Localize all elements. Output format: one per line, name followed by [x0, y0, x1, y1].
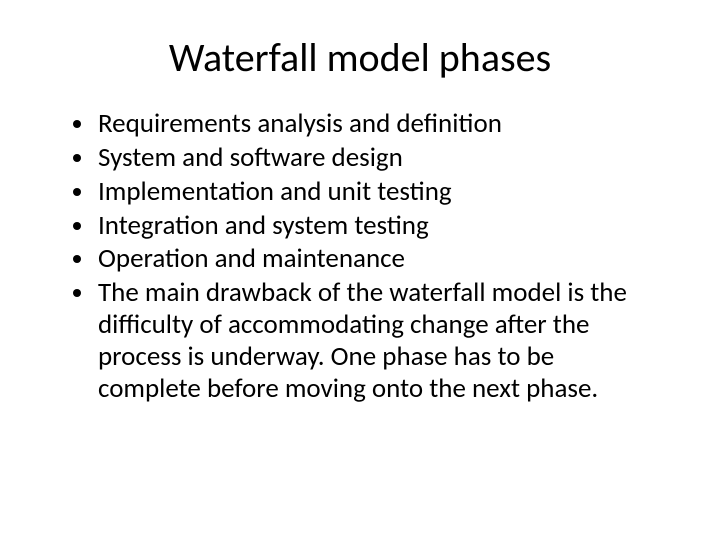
list-item: Integration and system testing: [96, 210, 660, 244]
list-item: The main drawback of the waterfall model…: [96, 277, 660, 406]
list-item: Operation and maintenance: [96, 243, 660, 277]
slide-title: Waterfall model phases: [50, 36, 670, 80]
list-item: Implementation and unit testing: [96, 176, 660, 210]
slide: Waterfall model phases Requirements anal…: [0, 0, 720, 540]
bullet-list: Requirements analysis and definition Sys…: [50, 108, 670, 407]
list-item: System and software design: [96, 142, 660, 176]
list-item: Requirements analysis and definition: [96, 108, 660, 142]
